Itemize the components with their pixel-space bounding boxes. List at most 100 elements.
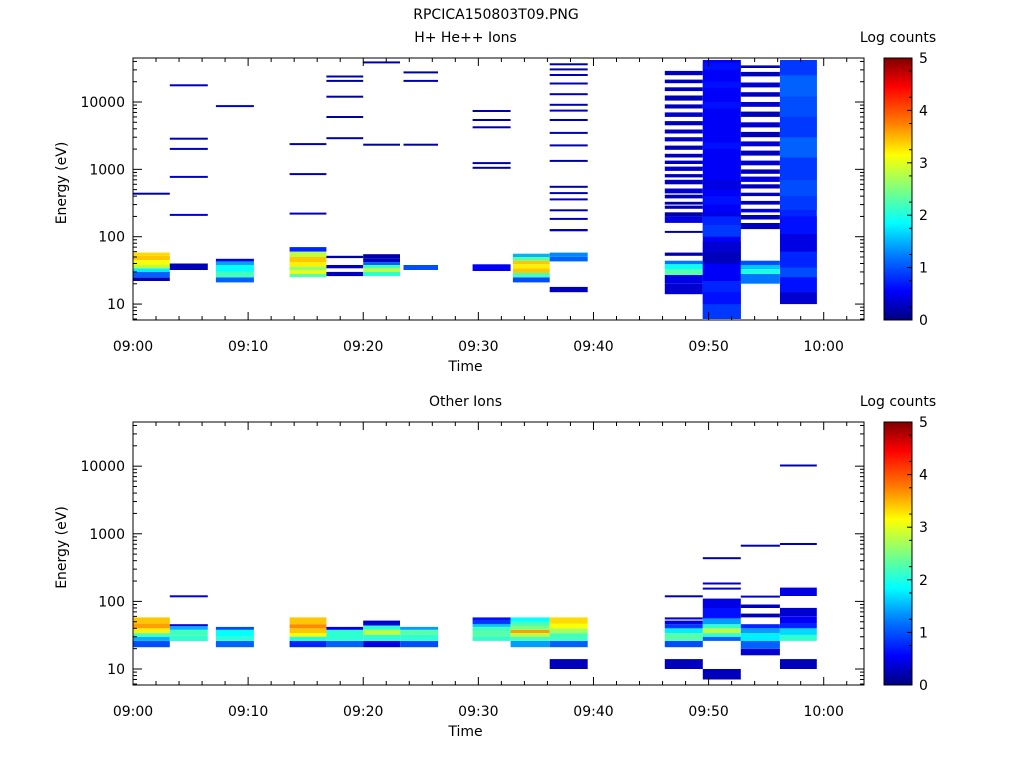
plot-frame xyxy=(132,421,865,686)
colorbar-tick-label: 2 xyxy=(919,573,928,589)
heatmap-cell xyxy=(740,265,780,270)
heatmap-cell xyxy=(510,636,550,641)
heatmap-cell xyxy=(740,613,780,618)
heatmap-cell xyxy=(169,84,208,87)
heatmap-cell xyxy=(664,595,703,598)
heatmap-cell xyxy=(363,143,400,146)
heatmap-cell xyxy=(664,79,703,84)
heatmap-cell xyxy=(664,188,703,194)
heatmap-cell xyxy=(702,196,741,205)
heatmap-cell xyxy=(289,257,327,263)
heatmap-cell xyxy=(780,196,817,210)
heatmap-cell xyxy=(512,264,550,269)
heatmap-cell xyxy=(363,622,400,626)
heatmap-cell xyxy=(549,623,588,629)
heatmap-cell xyxy=(289,173,327,176)
heatmap-cell xyxy=(472,264,511,271)
heatmap-cell xyxy=(549,103,588,106)
heatmap-cell xyxy=(702,263,741,281)
heatmap-cell xyxy=(215,265,254,272)
heatmap-cell xyxy=(702,607,741,619)
heatmap-cell xyxy=(289,143,327,146)
heatmap-cell xyxy=(289,617,327,625)
heatmap-cell xyxy=(472,162,511,165)
heatmap-cell xyxy=(702,102,741,109)
heatmap-cell xyxy=(472,119,511,121)
heatmap-cell xyxy=(702,121,741,129)
heatmap-cell xyxy=(549,159,588,162)
heatmap-cell xyxy=(664,129,703,134)
heatmap-cell xyxy=(740,604,780,608)
heatmap-cell xyxy=(664,216,703,223)
heatmap-cell xyxy=(549,74,588,76)
heatmap-cell xyxy=(740,111,780,117)
heatmap-cell xyxy=(702,557,741,560)
heatmap-cell xyxy=(363,271,400,277)
heatmap-cell xyxy=(289,640,327,648)
heatmap-cell xyxy=(549,82,588,85)
heatmap-cell xyxy=(702,224,741,237)
heatmap-cell xyxy=(740,176,780,182)
x-tick-label: 09:40 xyxy=(573,339,613,355)
heatmap-cell xyxy=(664,230,703,233)
y-axis-label: Energy (eV) xyxy=(54,142,70,225)
heatmap-cell xyxy=(780,587,817,596)
x-tick-label: 10:00 xyxy=(804,704,844,720)
heatmap-cell xyxy=(664,160,703,164)
heatmap-cell xyxy=(133,252,170,256)
heatmap-cell xyxy=(403,71,438,74)
heatmap-cell xyxy=(215,626,254,630)
heatmap-cell xyxy=(740,648,780,656)
heatmap-cell xyxy=(549,63,588,66)
heatmap-cell xyxy=(169,147,208,150)
heatmap-cell xyxy=(472,126,511,129)
y-tick-label: 10 xyxy=(107,297,125,313)
heatmap-cell xyxy=(133,260,170,265)
heatmap-cell xyxy=(215,636,254,641)
heatmap-cell xyxy=(549,640,588,648)
heatmap-cell xyxy=(289,212,327,215)
y-tick-label: 100 xyxy=(98,594,125,610)
heatmap-cell xyxy=(780,464,817,467)
heatmap-cell xyxy=(510,617,550,622)
heatmap-cell xyxy=(215,105,254,108)
heatmap-cell xyxy=(472,110,511,112)
heatmap-cell xyxy=(400,629,439,635)
heatmap-cell xyxy=(664,201,703,205)
colorbar-tick-label: 3 xyxy=(919,520,928,536)
heatmap-cell xyxy=(702,81,741,89)
heatmap-cell xyxy=(549,217,588,220)
heatmap-cell xyxy=(549,628,588,634)
heatmap-cell xyxy=(400,626,439,630)
heatmap-cell xyxy=(740,260,780,265)
heatmap-cell xyxy=(702,281,741,293)
y-tick-label: 1000 xyxy=(89,527,125,543)
heatmap-cell xyxy=(740,71,780,77)
heatmap-cell xyxy=(780,75,817,97)
heatmap-cell xyxy=(664,617,703,620)
heatmap-cell xyxy=(664,153,703,158)
heatmap-cell xyxy=(780,628,817,635)
heatmap-cell xyxy=(664,179,703,185)
heatmap-cell xyxy=(133,255,170,260)
heatmap-cell xyxy=(664,264,703,270)
heatmap-cell xyxy=(664,260,703,265)
heatmap-cell xyxy=(326,640,364,648)
chart-panel-h-he-ions: 09:00 09:10 09:20 09:30 09:40 09:50 10:0010100… xyxy=(54,30,936,375)
heatmap-cell xyxy=(363,625,400,630)
heatmap-cell xyxy=(549,192,588,195)
panel-title: H+ He++ Ions xyxy=(414,30,517,46)
y-tick-label: 10 xyxy=(107,662,125,678)
x-axis-label: Time xyxy=(447,724,482,740)
heatmap-cell xyxy=(510,625,550,630)
heatmap-cell xyxy=(664,633,703,641)
heatmap-cell xyxy=(740,65,780,68)
heatmap-cell xyxy=(169,175,208,178)
heatmap-cell xyxy=(549,229,588,232)
heatmap-cell xyxy=(169,213,208,216)
colorbar-tick-label: 1 xyxy=(919,625,928,641)
heatmap-cell xyxy=(664,659,703,669)
y-axis-label: Energy (eV) xyxy=(54,506,70,589)
heatmap-cell xyxy=(549,659,588,669)
heatmap-cell xyxy=(289,266,327,270)
